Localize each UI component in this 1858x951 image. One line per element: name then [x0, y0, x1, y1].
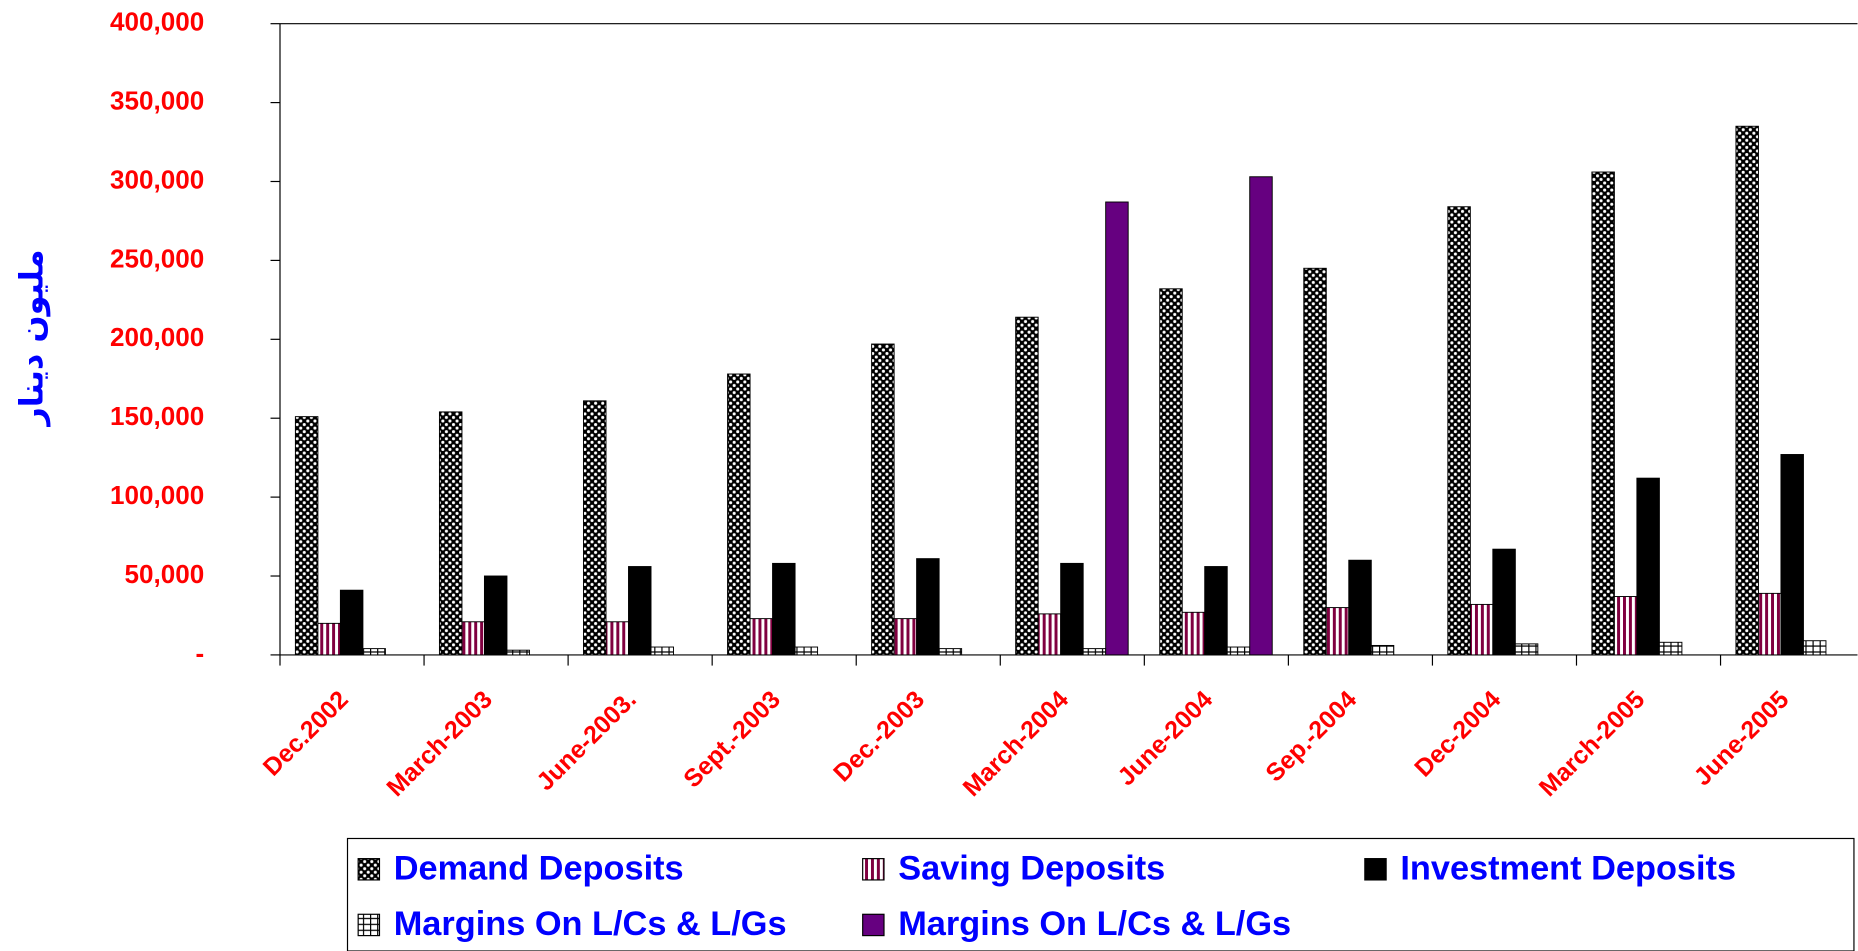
bar	[1303, 267, 1327, 656]
bar	[1780, 454, 1804, 656]
bar	[772, 562, 796, 656]
x-tick-label: March-2003	[381, 685, 498, 802]
y-tick-label: -	[196, 638, 205, 668]
legend-label: Demand Deposits	[394, 850, 684, 888]
bar	[483, 575, 508, 656]
y-tick-label: 150,000	[110, 401, 204, 431]
bar	[583, 400, 607, 656]
x-tick-label: Sept.-2003	[678, 685, 786, 793]
bar	[294, 416, 319, 656]
legend-swatch	[1364, 858, 1387, 881]
bar	[1015, 316, 1039, 656]
bar	[1249, 176, 1273, 656]
bar	[893, 618, 918, 656]
x-tick-label: March-2004	[958, 685, 1075, 802]
bar	[1105, 201, 1129, 656]
y-tick-label: 250,000	[110, 243, 204, 273]
legend-label: Saving Deposits	[898, 850, 1165, 888]
bar	[1802, 640, 1827, 656]
legend-label: Margins On L/Cs & L/Gs	[394, 905, 787, 943]
bar	[1348, 559, 1372, 656]
bar	[506, 649, 530, 656]
x-tick-label: Dec-2004	[1409, 685, 1506, 782]
bar	[1636, 477, 1660, 656]
bar	[1757, 592, 1782, 656]
legend-swatch	[357, 913, 381, 937]
bar	[461, 621, 485, 656]
x-tick-label: June-2004	[1112, 685, 1218, 791]
bar	[650, 646, 674, 656]
y-tick-label: 50,000	[125, 559, 205, 589]
bar	[749, 618, 774, 656]
bar	[1204, 566, 1228, 656]
bar	[1159, 288, 1183, 656]
legend-label: Margins On L/Cs & L/Gs	[898, 905, 1291, 943]
y-axis-title: مليون دينار	[13, 249, 51, 427]
bar	[1226, 646, 1251, 656]
legend-swatch	[862, 913, 885, 937]
legend-box	[346, 837, 1855, 951]
bar	[1591, 171, 1615, 656]
bar	[362, 648, 386, 656]
bar	[1082, 648, 1107, 656]
bar	[1037, 613, 1062, 656]
bar	[1370, 644, 1395, 656]
y-tick-label: 400,000	[110, 7, 204, 37]
bar	[628, 566, 652, 656]
legend-label: Investment Deposits	[1400, 850, 1736, 888]
bar	[438, 411, 463, 656]
legend-swatch	[357, 858, 381, 881]
bar	[1060, 562, 1084, 656]
bar	[1735, 125, 1759, 656]
x-tick-label: Sep.-2004	[1260, 685, 1362, 787]
bar	[916, 558, 940, 656]
y-tick-label: 300,000	[110, 164, 204, 194]
bar	[339, 589, 364, 656]
bar	[1658, 641, 1683, 656]
bar	[1469, 603, 1494, 656]
bar	[1613, 596, 1638, 656]
bar	[1492, 548, 1516, 656]
y-tick-label: 350,000	[110, 85, 204, 115]
y-tick-label: 100,000	[110, 480, 204, 510]
x-tick-label: Dec.2002	[258, 685, 354, 781]
bar	[938, 648, 963, 656]
x-tick-label: Dec.-2003	[828, 685, 930, 787]
x-tick-label: June-2003.	[531, 685, 642, 796]
bar	[1514, 643, 1539, 656]
bar	[871, 343, 895, 656]
bar	[1447, 206, 1471, 656]
x-tick-label: March-2005	[1534, 685, 1651, 802]
bar	[1325, 607, 1350, 656]
legend-swatch	[862, 858, 885, 881]
bar	[727, 373, 751, 656]
bar	[317, 622, 341, 656]
bar	[1181, 611, 1206, 656]
x-tick-label: June-2005	[1689, 685, 1795, 791]
bar	[605, 621, 629, 656]
bar	[794, 646, 819, 656]
y-tick-label: 200,000	[110, 322, 204, 352]
